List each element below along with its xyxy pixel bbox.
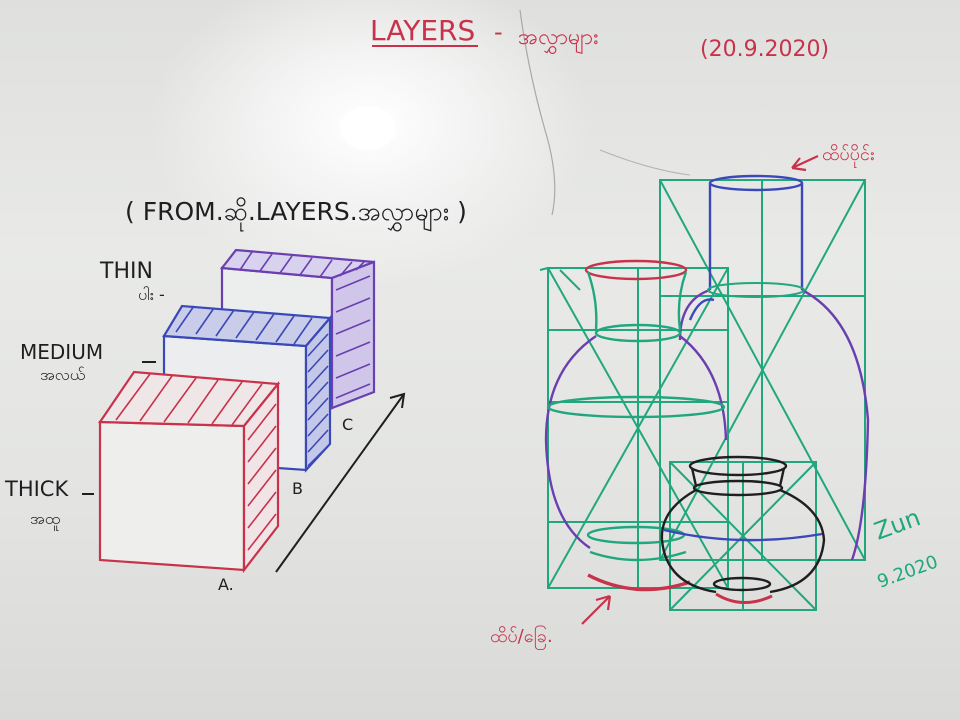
label-thin-mm: ပါး -	[138, 285, 165, 304]
title-date: (20.9.2020)	[700, 37, 829, 62]
title-myanmar: အလွှာများ	[518, 25, 599, 54]
faint-smudge-line-2	[599, 149, 691, 176]
subtitle-from-layers: ( FROM.ဆို.LAYERS.အလွှာများ )	[125, 197, 467, 231]
tag-a: A.	[218, 575, 234, 594]
bottom-label: ထိပ်/ခြေ.	[490, 625, 553, 650]
signature-date: 9.2020	[875, 551, 941, 592]
faint-smudge-line	[519, 9, 556, 216]
tag-b: B	[292, 479, 303, 498]
depth-arrow	[275, 392, 406, 573]
top-label-arrow	[791, 155, 819, 172]
label-thick: THICK	[4, 477, 69, 501]
label-thin: THIN	[99, 259, 153, 284]
vase-base-red	[587, 573, 691, 592]
middle-vase	[544, 259, 728, 562]
construction-lines	[539, 179, 866, 611]
label-thick-mm: အထူ	[30, 509, 61, 531]
top-label: ထိပ်ပိုင်း	[822, 144, 875, 168]
label-medium-mm: အလယ်	[40, 365, 86, 384]
bottom-label-arrow	[581, 594, 612, 625]
bottle-shoulder-ellipse	[707, 282, 805, 298]
title-dash: -	[494, 18, 503, 46]
tag-c: C	[342, 415, 353, 434]
small-pot	[660, 455, 826, 604]
layer-a-thick-box	[97, 370, 281, 574]
artist-signature: Zun	[870, 503, 924, 545]
label-medium: MEDIUM	[20, 340, 103, 364]
title-layers: LAYERS	[370, 14, 475, 47]
light-glare	[340, 106, 396, 150]
